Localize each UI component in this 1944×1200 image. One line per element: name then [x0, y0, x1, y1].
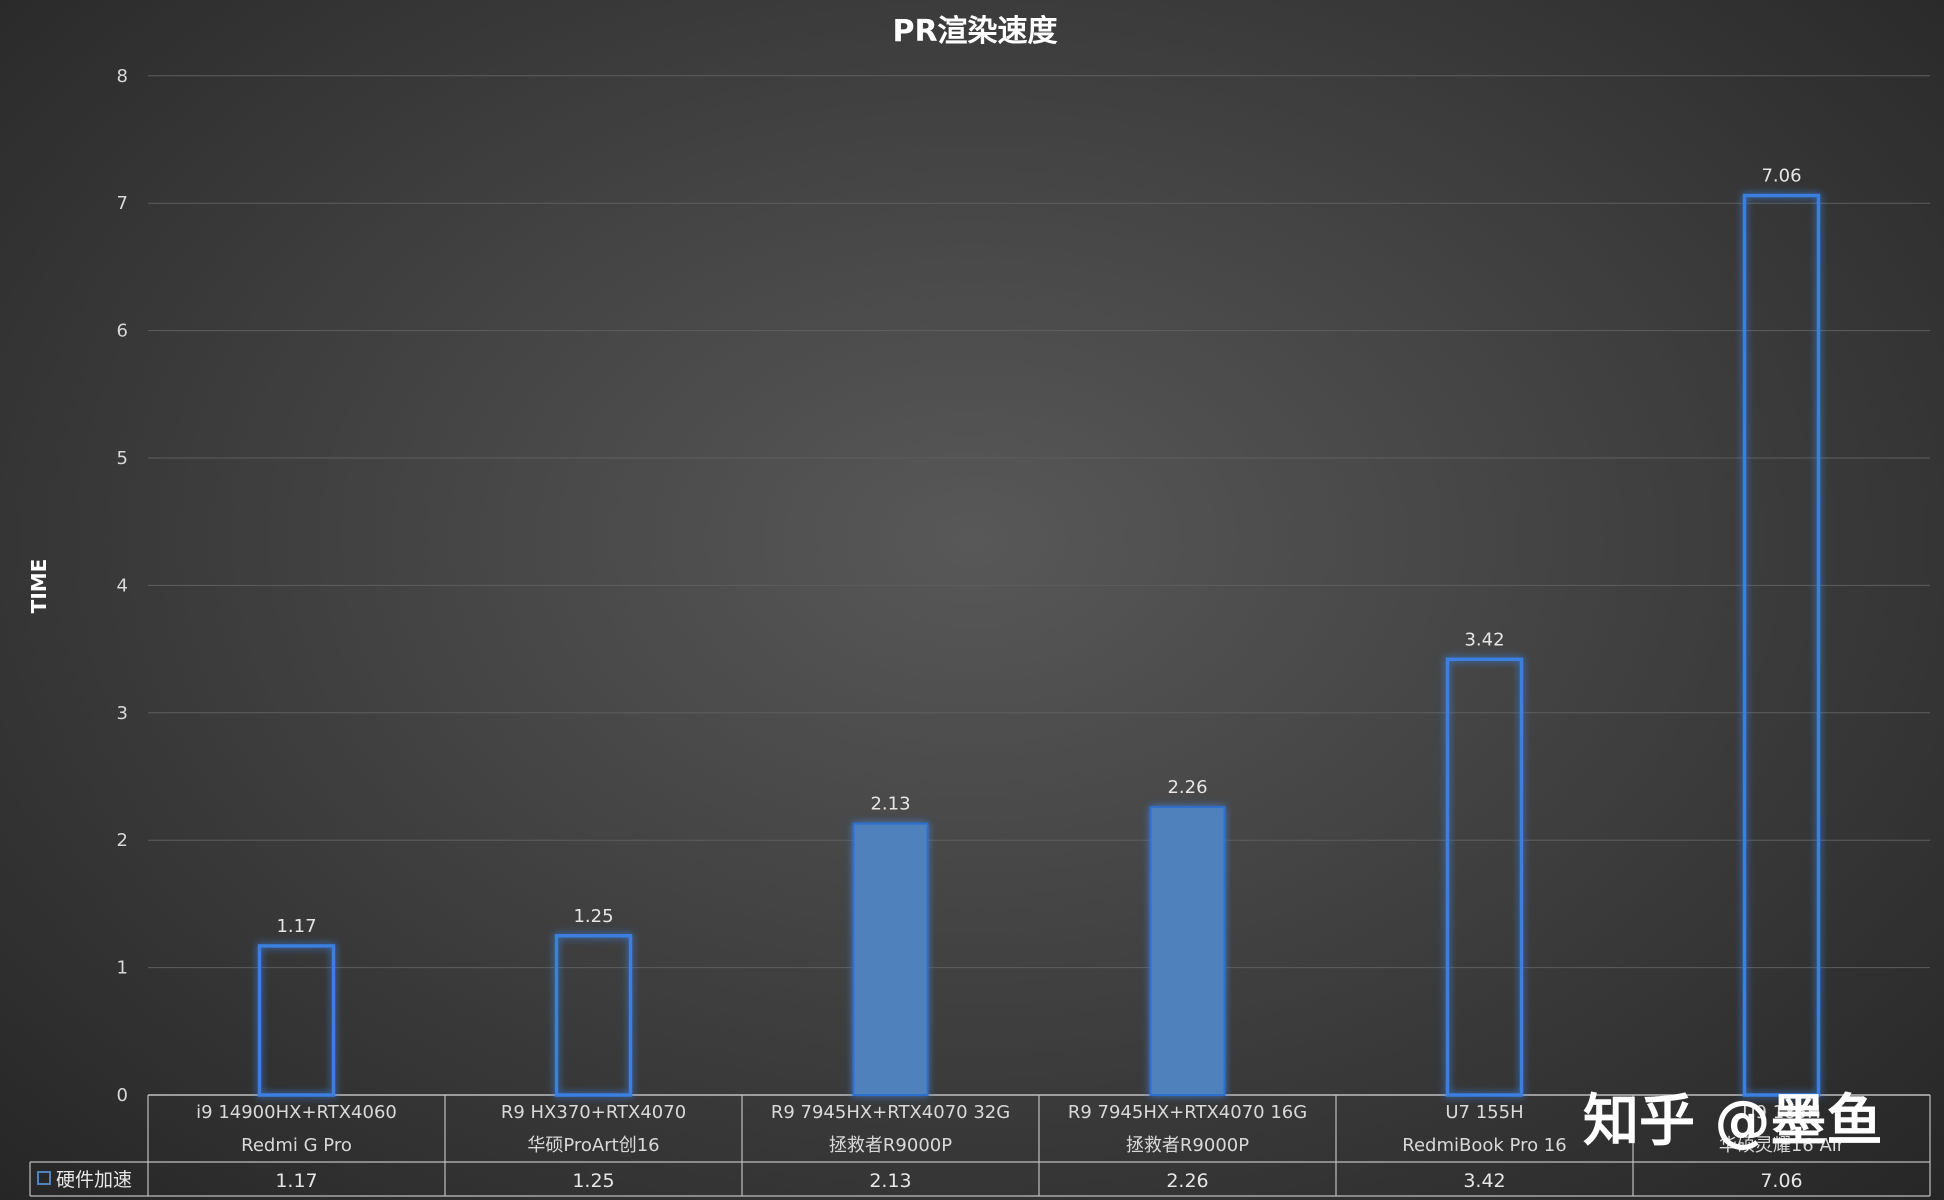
y-tick-label-6: 6 [117, 321, 128, 342]
legend: 硬件加速 [37, 1169, 132, 1191]
category-label-line1-5: U7 155H [1445, 1102, 1523, 1123]
y-axis-label: TIME [27, 559, 51, 614]
table-value-3: 2.13 [869, 1170, 911, 1192]
bar-3 [852, 822, 929, 1096]
category-label-line2-6: 华硕灵耀16 Air [1719, 1135, 1845, 1156]
category-label-line1-6: U9 185H [1742, 1102, 1820, 1123]
y-tick-label-0: 0 [117, 1085, 128, 1106]
y-axis-ticks: 0 1 2 3 4 5 6 7 8 [117, 66, 128, 1106]
category-label-line2-2: 华硕ProArt创16 [527, 1135, 659, 1156]
bar-6 [1742, 193, 1821, 1097]
table-value-2: 1.25 [572, 1170, 614, 1192]
category-label-line1-1: i9 14900HX+RTX4060 [196, 1102, 397, 1123]
bar-4 [1149, 806, 1226, 1096]
bar-1 [257, 944, 336, 1097]
y-tick-label-2: 2 [117, 830, 128, 851]
data-label-1: 1.17 [276, 916, 316, 937]
data-labels: 1.17 1.25 2.13 2.26 3.42 7.06 [276, 166, 1801, 937]
y-tick-label-1: 1 [117, 958, 128, 979]
category-label-line1-4: R9 7945HX+RTX4070 16G [1068, 1102, 1307, 1123]
data-label-4: 2.26 [1167, 777, 1207, 798]
bars [257, 193, 1821, 1097]
category-label-line2-3: 拯救者R9000P [829, 1135, 952, 1156]
category-label-line2-5: RedmiBook Pro 16 [1402, 1135, 1566, 1156]
category-label-line2-4: 拯救者R9000P [1126, 1135, 1249, 1156]
legend-series-name: 硬件加速 [56, 1169, 132, 1191]
data-label-5: 3.42 [1464, 629, 1504, 650]
category-label-line1-3: R9 7945HX+RTX4070 32G [771, 1102, 1010, 1123]
category-label-line2-1: Redmi G Pro [241, 1135, 352, 1156]
chart-title: PR渲染速度 [892, 14, 1057, 49]
y-tick-label-7: 7 [117, 193, 128, 214]
y-tick-label-8: 8 [117, 66, 128, 87]
y-tick-label-3: 3 [117, 703, 128, 724]
gridlines [148, 75, 1930, 969]
bar-5 [1445, 657, 1524, 1097]
data-label-6: 7.06 [1761, 166, 1801, 187]
data-label-2: 1.25 [573, 906, 613, 927]
table-value-1: 1.17 [275, 1170, 317, 1192]
table-value-5: 3.42 [1463, 1170, 1505, 1192]
table-value-4: 2.26 [1166, 1170, 1208, 1192]
data-table: i9 14900HX+RTX4060 Redmi G Pro 1.17 R9 HX37… [29, 1094, 1931, 1197]
watermark: 知乎 @墨鱼 [1583, 1089, 1883, 1154]
data-label-3: 2.13 [870, 794, 910, 815]
bar-2 [554, 934, 633, 1097]
category-label-line1-2: R9 HX370+RTX4070 [501, 1102, 686, 1123]
y-tick-label-5: 5 [117, 448, 128, 469]
y-tick-label-4: 4 [117, 575, 128, 596]
legend-swatch [37, 1171, 51, 1185]
table-value-6: 7.06 [1760, 1170, 1802, 1192]
